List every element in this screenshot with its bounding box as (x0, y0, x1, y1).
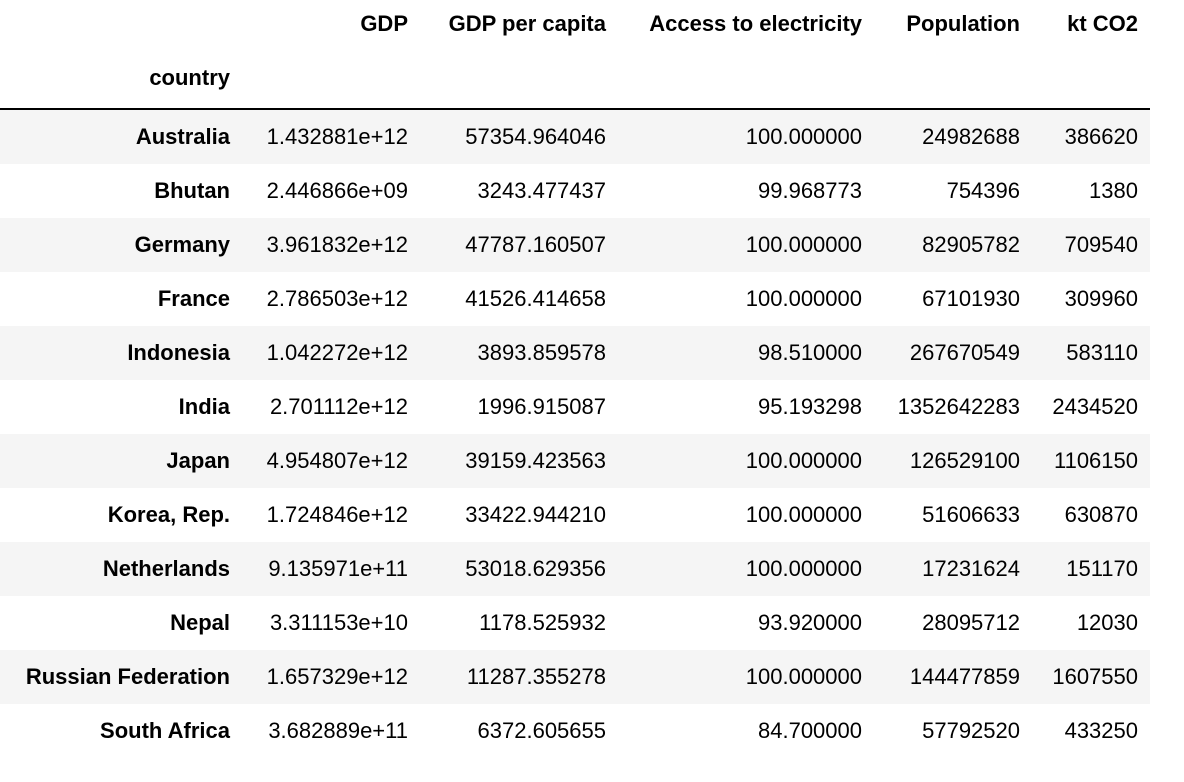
cell-population: 51606633 (874, 488, 1032, 542)
cell-access-to-electricity: 100.000000 (618, 272, 874, 326)
cell-gdp: 9.135971e+11 (242, 542, 420, 596)
table-row: Bhutan 2.446866e+09 3243.477437 99.968773 75… (0, 164, 1150, 218)
column-header-access-to-electricity: Access to electricity (618, 0, 874, 48)
cell-population: 126529100 (874, 434, 1032, 488)
cell-population: 754396 (874, 164, 1032, 218)
cell-kt-co2: 1607550 (1032, 650, 1150, 704)
cell-kt-co2: 583110 (1032, 326, 1150, 380)
cell-gdp-per-capita: 3893.859578 (420, 326, 618, 380)
index-name-row: country (0, 48, 1150, 109)
cell-population: 28095712 (874, 596, 1032, 650)
cell-gdp: 1.432881e+12 (242, 109, 420, 164)
table-row: Korea, Rep. 1.724846e+12 33422.944210 100.0… (0, 488, 1150, 542)
header-blank-cell (0, 0, 242, 48)
cell-population: 82905782 (874, 218, 1032, 272)
row-index-country: Netherlands (0, 542, 242, 596)
table-row: Netherlands 9.135971e+11 53018.629356 100.0… (0, 542, 1150, 596)
row-index-country: Bhutan (0, 164, 242, 218)
table-row: Indonesia 1.042272e+12 3893.859578 98.51000… (0, 326, 1150, 380)
table-row: Nepal 3.311153e+10 1178.525932 93.920000 280… (0, 596, 1150, 650)
cell-population: 267670549 (874, 326, 1032, 380)
cell-access-to-electricity: 99.968773 (618, 164, 874, 218)
cell-population: 17231624 (874, 542, 1032, 596)
column-header-row: GDP GDP per capita Access to electricity… (0, 0, 1150, 48)
column-header-gdp: GDP (242, 0, 420, 48)
row-index-country: Russian Federation (0, 650, 242, 704)
cell-access-to-electricity: 100.000000 (618, 434, 874, 488)
cell-access-to-electricity: 100.000000 (618, 109, 874, 164)
cell-population: 57792520 (874, 704, 1032, 758)
cell-access-to-electricity: 98.510000 (618, 326, 874, 380)
cell-access-to-electricity: 93.920000 (618, 596, 874, 650)
cell-population: 1352642283 (874, 380, 1032, 434)
cell-access-to-electricity: 100.000000 (618, 218, 874, 272)
row-index-country: South Africa (0, 704, 242, 758)
cell-population: 24982688 (874, 109, 1032, 164)
cell-gdp: 3.311153e+10 (242, 596, 420, 650)
cell-kt-co2: 630870 (1032, 488, 1150, 542)
cell-gdp-per-capita: 41526.414658 (420, 272, 618, 326)
cell-gdp-per-capita: 57354.964046 (420, 109, 618, 164)
row-index-country: Korea, Rep. (0, 488, 242, 542)
row-index-country: France (0, 272, 242, 326)
cell-kt-co2: 2434520 (1032, 380, 1150, 434)
cell-gdp-per-capita: 1996.915087 (420, 380, 618, 434)
cell-gdp: 2.446866e+09 (242, 164, 420, 218)
cell-gdp-per-capita: 3243.477437 (420, 164, 618, 218)
cell-gdp-per-capita: 47787.160507 (420, 218, 618, 272)
cell-access-to-electricity: 84.700000 (618, 704, 874, 758)
cell-kt-co2: 1106150 (1032, 434, 1150, 488)
dataframe-output: GDP GDP per capita Access to electricity… (0, 0, 1150, 758)
cell-kt-co2: 1380 (1032, 164, 1150, 218)
cell-kt-co2: 386620 (1032, 109, 1150, 164)
cell-kt-co2: 151170 (1032, 542, 1150, 596)
cell-kt-co2: 709540 (1032, 218, 1150, 272)
cell-population: 144477859 (874, 650, 1032, 704)
cell-gdp: 1.657329e+12 (242, 650, 420, 704)
cell-gdp-per-capita: 39159.423563 (420, 434, 618, 488)
cell-population: 67101930 (874, 272, 1032, 326)
cell-gdp: 2.786503e+12 (242, 272, 420, 326)
cell-kt-co2: 12030 (1032, 596, 1150, 650)
column-header-gdp-per-capita: GDP per capita (420, 0, 618, 48)
cell-gdp-per-capita: 11287.355278 (420, 650, 618, 704)
table-row: Germany 3.961832e+12 47787.160507 100.00000… (0, 218, 1150, 272)
cell-gdp: 1.042272e+12 (242, 326, 420, 380)
cell-gdp-per-capita: 53018.629356 (420, 542, 618, 596)
row-index-country: India (0, 380, 242, 434)
cell-kt-co2: 433250 (1032, 704, 1150, 758)
cell-gdp: 3.961832e+12 (242, 218, 420, 272)
column-header-population: Population (874, 0, 1032, 48)
row-index-country: Japan (0, 434, 242, 488)
cell-access-to-electricity: 100.000000 (618, 488, 874, 542)
table-body: Australia 1.432881e+12 57354.964046 100.000… (0, 109, 1150, 758)
table-row: Australia 1.432881e+12 57354.964046 100.000… (0, 109, 1150, 164)
cell-gdp: 4.954807e+12 (242, 434, 420, 488)
index-name-header: country (0, 48, 242, 109)
cell-gdp: 2.701112e+12 (242, 380, 420, 434)
dataframe-table: GDP GDP per capita Access to electricity… (0, 0, 1150, 758)
cell-kt-co2: 309960 (1032, 272, 1150, 326)
table-row: France 2.786503e+12 41526.414658 100.000000… (0, 272, 1150, 326)
cell-gdp: 3.682889e+11 (242, 704, 420, 758)
cell-access-to-electricity: 100.000000 (618, 650, 874, 704)
column-header-kt-co2: kt CO2 (1032, 0, 1150, 48)
cell-access-to-electricity: 95.193298 (618, 380, 874, 434)
row-index-country: Indonesia (0, 326, 242, 380)
row-index-country: Nepal (0, 596, 242, 650)
row-index-country: Australia (0, 109, 242, 164)
cell-access-to-electricity: 100.000000 (618, 542, 874, 596)
table-header: GDP GDP per capita Access to electricity… (0, 0, 1150, 109)
row-index-country: Germany (0, 218, 242, 272)
table-row: Russian Federation 1.657329e+12 11287.3552… (0, 650, 1150, 704)
table-row: Japan 4.954807e+12 39159.423563 100.000000 1… (0, 434, 1150, 488)
cell-gdp: 1.724846e+12 (242, 488, 420, 542)
cell-gdp-per-capita: 33422.944210 (420, 488, 618, 542)
table-row: India 2.701112e+12 1996.915087 95.193298 135… (0, 380, 1150, 434)
cell-gdp-per-capita: 1178.525932 (420, 596, 618, 650)
cell-gdp-per-capita: 6372.605655 (420, 704, 618, 758)
table-row: South Africa 3.682889e+11 6372.605655 84.70… (0, 704, 1150, 758)
